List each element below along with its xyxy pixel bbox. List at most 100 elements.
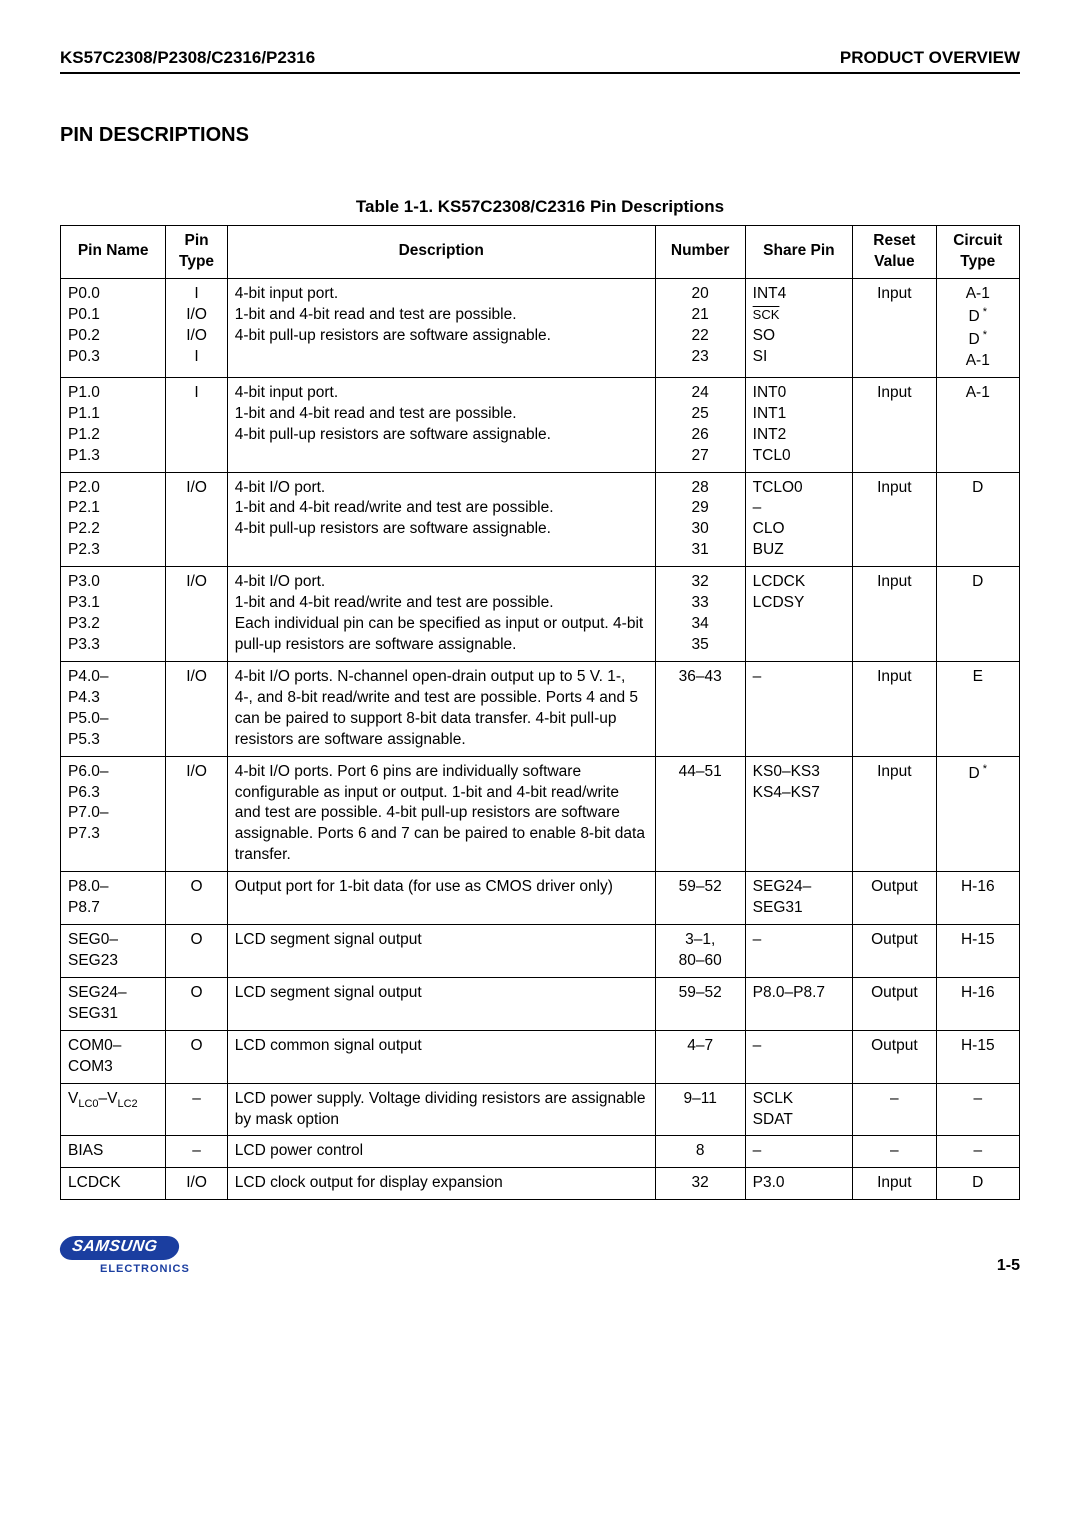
cell-number: 28293031: [655, 472, 745, 567]
cell-description: LCD segment signal output: [227, 977, 655, 1030]
cell-circuit_type: D *: [936, 756, 1019, 872]
table-row: P3.0P3.1P3.2P3.3I/O4-bit I/O port.1-bit …: [61, 567, 1020, 662]
cell-description: 4-bit I/O ports. Port 6 pins are individ…: [227, 756, 655, 872]
cell-circuit_type: –: [936, 1136, 1019, 1168]
table-row: SEG24–SEG31OLCD segment signal output59–…: [61, 977, 1020, 1030]
cell-pin_name: BIAS: [61, 1136, 166, 1168]
cell-circuit_type: E: [936, 661, 1019, 756]
cell-share_pin: –: [745, 1136, 853, 1168]
cell-reset_value: Output: [853, 1030, 936, 1083]
cell-circuit_type: D: [936, 567, 1019, 662]
cell-share_pin: –: [745, 661, 853, 756]
logo-subtext: ELECTRONICS: [100, 1264, 190, 1275]
cell-pin_type: I/O: [166, 661, 227, 756]
cell-reset_value: Input: [853, 1168, 936, 1200]
cell-share_pin: KS0–KS3KS4–KS7: [745, 756, 853, 872]
cell-number: 3–1,80–60: [655, 925, 745, 978]
table-caption: Table 1-1. KS57C2308/C2316 Pin Descripti…: [60, 197, 1020, 217]
table-row: P4.0–P4.3P5.0–P5.3I/O4-bit I/O ports. N-…: [61, 661, 1020, 756]
cell-number: 20212223: [655, 278, 745, 377]
cell-reset_value: Output: [853, 872, 936, 925]
cell-share_pin: P3.0: [745, 1168, 853, 1200]
cell-circuit_type: H-15: [936, 1030, 1019, 1083]
cell-share_pin: LCDCKLCDSY: [745, 567, 853, 662]
table-row: P6.0–P6.3P7.0–P7.3I/O4-bit I/O ports. Po…: [61, 756, 1020, 872]
cell-number: 8: [655, 1136, 745, 1168]
cell-reset_value: –: [853, 1136, 936, 1168]
table-row: P1.0P1.1P1.2P1.3I4-bit input port.1-bit …: [61, 377, 1020, 472]
pin-descriptions-table: Pin Name Pin Type Description Number Sha…: [60, 225, 1020, 1200]
table-row: SEG0–SEG23OLCD segment signal output3–1,…: [61, 925, 1020, 978]
table-row: COM0–COM3OLCD common signal output4–7–Ou…: [61, 1030, 1020, 1083]
cell-pin_type: O: [166, 1030, 227, 1083]
col-number: Number: [655, 226, 745, 279]
cell-description: 4-bit I/O port.1-bit and 4-bit read/writ…: [227, 567, 655, 662]
cell-share_pin: –: [745, 1030, 853, 1083]
cell-pin_name: P6.0–P6.3P7.0–P7.3: [61, 756, 166, 872]
cell-circuit_type: A-1D *D *A-1: [936, 278, 1019, 377]
cell-pin_name: P2.0P2.1P2.2P2.3: [61, 472, 166, 567]
cell-number: 24252627: [655, 377, 745, 472]
cell-pin_type: I: [166, 377, 227, 472]
cell-description: LCD clock output for display expansion: [227, 1168, 655, 1200]
cell-share_pin: P8.0–P8.7: [745, 977, 853, 1030]
page-header: KS57C2308/P2308/C2316/P2316 PRODUCT OVER…: [60, 48, 1020, 74]
cell-circuit_type: A-1: [936, 377, 1019, 472]
cell-description: 4-bit input port.1-bit and 4-bit read an…: [227, 278, 655, 377]
table-row: BIAS–LCD power control8–––: [61, 1136, 1020, 1168]
cell-pin_type: O: [166, 925, 227, 978]
cell-share_pin: –: [745, 925, 853, 978]
header-left: KS57C2308/P2308/C2316/P2316: [60, 48, 315, 68]
cell-pin_type: –: [166, 1083, 227, 1136]
cell-number: 9–11: [655, 1083, 745, 1136]
samsung-logo: SAMSUNG: [58, 1236, 181, 1260]
cell-reset_value: Input: [853, 661, 936, 756]
cell-pin_name: P8.0–P8.7: [61, 872, 166, 925]
cell-pin_name: P4.0–P4.3P5.0–P5.3: [61, 661, 166, 756]
cell-number: 32333435: [655, 567, 745, 662]
cell-pin_type: O: [166, 977, 227, 1030]
cell-number: 4–7: [655, 1030, 745, 1083]
page-number: 1-5: [997, 1257, 1020, 1275]
table-row: VLC0–VLC2–LCD power supply. Voltage divi…: [61, 1083, 1020, 1136]
table-row: P2.0P2.1P2.2P2.3I/O4-bit I/O port.1-bit …: [61, 472, 1020, 567]
cell-reset_value: Input: [853, 472, 936, 567]
cell-pin_type: I/O: [166, 567, 227, 662]
cell-pin_type: I/O: [166, 1168, 227, 1200]
cell-share_pin: TCLO0–CLOBUZ: [745, 472, 853, 567]
cell-circuit_type: –: [936, 1083, 1019, 1136]
cell-description: 4-bit I/O ports. N-channel open-drain ou…: [227, 661, 655, 756]
cell-reset_value: Input: [853, 567, 936, 662]
cell-number: 44–51: [655, 756, 745, 872]
cell-description: Output port for 1-bit data (for use as C…: [227, 872, 655, 925]
cell-pin_name: COM0–COM3: [61, 1030, 166, 1083]
section-title: PIN DESCRIPTIONS: [60, 124, 1020, 147]
cell-share_pin: INT4SCKSOSI: [745, 278, 853, 377]
cell-reset_value: Input: [853, 377, 936, 472]
cell-reset_value: Output: [853, 977, 936, 1030]
table-row: P8.0–P8.7OOutput port for 1-bit data (fo…: [61, 872, 1020, 925]
cell-pin_type: I/O: [166, 472, 227, 567]
cell-share_pin: SEG24–SEG31: [745, 872, 853, 925]
cell-number: 59–52: [655, 872, 745, 925]
col-reset-value: Reset Value: [853, 226, 936, 279]
cell-description: 4-bit input port.1-bit and 4-bit read an…: [227, 377, 655, 472]
page-footer: SAMSUNG ELECTRONICS 1-5: [60, 1236, 1020, 1275]
cell-description: 4-bit I/O port.1-bit and 4-bit read/writ…: [227, 472, 655, 567]
cell-pin_name: VLC0–VLC2: [61, 1083, 166, 1136]
cell-share_pin: INT0INT1INT2TCL0: [745, 377, 853, 472]
cell-circuit_type: H-16: [936, 872, 1019, 925]
col-circuit-type: Circuit Type: [936, 226, 1019, 279]
cell-number: 32: [655, 1168, 745, 1200]
col-pin-name: Pin Name: [61, 226, 166, 279]
cell-reset_value: Input: [853, 278, 936, 377]
cell-pin_type: O: [166, 872, 227, 925]
cell-share_pin: SCLKSDAT: [745, 1083, 853, 1136]
cell-pin_name: SEG24–SEG31: [61, 977, 166, 1030]
cell-description: LCD power supply. Voltage dividing resis…: [227, 1083, 655, 1136]
cell-number: 59–52: [655, 977, 745, 1030]
cell-pin_type: I/O: [166, 756, 227, 872]
table-row: LCDCKI/OLCD clock output for display exp…: [61, 1168, 1020, 1200]
cell-circuit_type: D: [936, 472, 1019, 567]
cell-description: LCD common signal output: [227, 1030, 655, 1083]
